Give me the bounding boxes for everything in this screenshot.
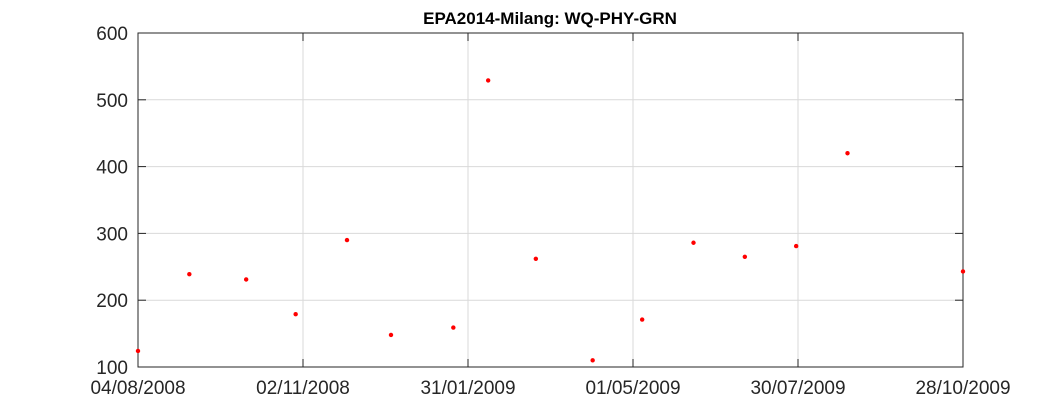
x-tick-label: 02/11/2008 (256, 378, 350, 399)
y-tick-label: 500 (96, 91, 128, 112)
x-axis-tick-labels: 04/08/2008 02/11/2008 31/01/2009 01/05/2009… (90, 378, 1010, 399)
y-tick-label: 400 (96, 158, 128, 179)
x-tick-label: 01/05/2009 (585, 378, 680, 399)
data-point (135, 348, 141, 354)
data-point (590, 358, 595, 363)
plot-area-frame (137, 32, 964, 368)
data-points (135, 78, 966, 363)
data-point (960, 269, 966, 274)
x-tick-label: 30/07/2009 (750, 378, 845, 399)
x-tick-label: 31/01/2009 (420, 378, 515, 399)
x-tick-label: 04/08/2008 (90, 378, 185, 399)
data-point (388, 332, 394, 338)
data-point (451, 325, 456, 330)
data-point (485, 78, 491, 83)
y-tick-label: 600 (96, 24, 128, 45)
data-point (243, 277, 249, 282)
chart-title: EPA2014-Milang: WQ-PHY-GRN (423, 9, 677, 28)
data-point (845, 151, 850, 156)
data-point (533, 256, 539, 261)
data-point (639, 317, 645, 322)
data-point (344, 237, 350, 243)
y-axis-tick-labels: 100 200 300 400 500 600 (96, 24, 128, 379)
x-tick-label: 28/10/2009 (915, 378, 1010, 399)
data-point (187, 271, 192, 277)
y-tick-label: 200 (96, 291, 128, 312)
y-tick-label: 300 (96, 224, 128, 245)
y-tick-label: 100 (96, 358, 128, 379)
data-point (742, 254, 748, 259)
data-point (293, 312, 298, 317)
axis-ticks (137, 32, 964, 368)
data-point (691, 240, 696, 245)
data-point (793, 243, 799, 249)
grid-lines (138, 33, 963, 367)
